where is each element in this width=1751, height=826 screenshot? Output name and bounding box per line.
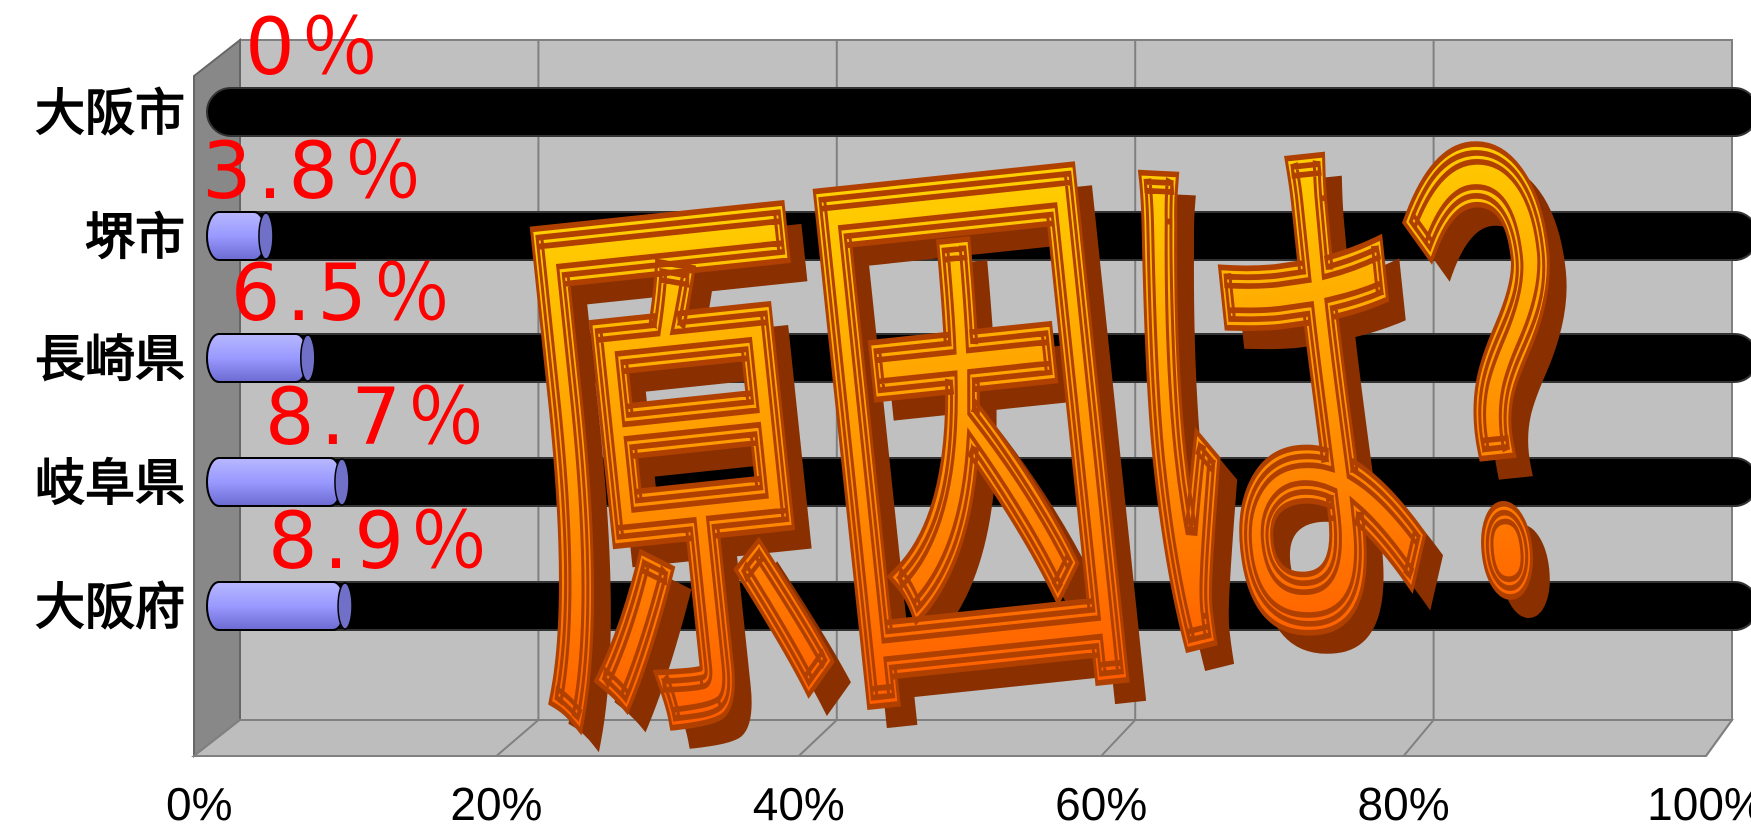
y-category-label: 岐阜県 <box>35 454 185 512</box>
x-tick-label: 100% <box>1647 778 1751 826</box>
floor-gridline <box>1402 719 1435 757</box>
bar-value-end <box>300 334 316 382</box>
floor-gridline <box>1100 719 1136 757</box>
bar-remainder <box>206 87 1751 137</box>
floor-gridline <box>495 719 540 757</box>
bar-value-end <box>337 582 353 630</box>
x-tick-label: 20% <box>450 778 542 826</box>
x-tick-label: 40% <box>753 778 845 826</box>
x-axis-labels: 0% 20% 40% 60% 80% 100% <box>166 778 1751 826</box>
floor-gridline <box>1705 719 1733 757</box>
y-category-label: 大阪府 <box>35 578 185 636</box>
floor-gridline <box>798 719 838 757</box>
bars <box>206 87 1751 631</box>
data-label: 8.7％ <box>265 373 491 463</box>
data-label: 8.9％ <box>268 497 494 587</box>
y-category-label: 大阪市 <box>35 84 185 142</box>
bar-value-end <box>258 212 274 260</box>
y-category-label: 長崎県 <box>35 330 185 388</box>
data-label: 3.8％ <box>202 127 428 217</box>
overlay-caption: 原因は？ 原因は？ <box>487 28 1751 826</box>
overlay-caption-shadow: 原因は？ <box>507 51 1751 826</box>
x-tick-label: 0% <box>166 778 232 826</box>
data-labels: 0％ 3.8％ 6.5％ 8.7％ 8.9％ <box>202 3 494 587</box>
x-tick-label: 60% <box>1055 778 1147 826</box>
y-category-label: 堺市 <box>85 208 185 266</box>
bar-value-end <box>334 458 350 506</box>
bar-value <box>206 581 347 631</box>
data-label: 0％ <box>245 3 385 93</box>
overlay-caption-text: 原因は？ <box>489 30 1751 821</box>
data-label: 6.5％ <box>231 249 457 339</box>
x-tick-label: 80% <box>1358 778 1450 826</box>
